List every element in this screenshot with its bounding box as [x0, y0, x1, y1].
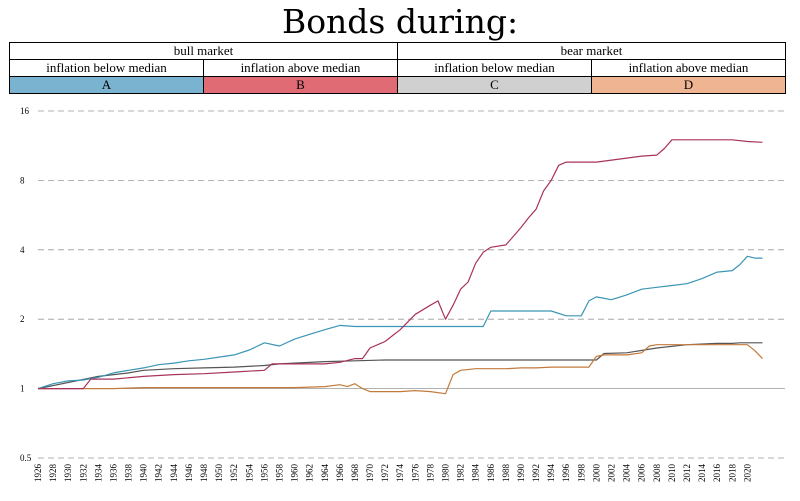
x-tick-label: 1984 — [471, 464, 481, 483]
x-tick-label: 1930 — [63, 464, 73, 483]
x-tick-label: 1934 — [93, 464, 103, 483]
x-tick-label: 1932 — [78, 464, 88, 482]
series-b-line — [38, 139, 763, 390]
y-tick-label: 16 — [20, 106, 30, 116]
x-tick-label: 2016 — [712, 464, 722, 483]
x-tick-label: 1964 — [320, 464, 330, 483]
x-tick-label: 1992 — [531, 464, 541, 482]
x-tick-label: 2020 — [742, 464, 752, 483]
grid-layer — [38, 110, 785, 459]
x-tick-label: 1936 — [108, 464, 118, 483]
x-tick-label: 1998 — [576, 464, 586, 483]
x-tick-label: 2000 — [591, 464, 601, 483]
x-tick-label: 2002 — [607, 464, 617, 482]
x-tick-label: 1958 — [274, 464, 284, 483]
chart-title: Bonds during: — [281, 2, 519, 41]
x-tick-label: 1950 — [214, 464, 224, 483]
x-tick-label: 1982 — [456, 464, 466, 482]
y-tick-label: 8 — [20, 175, 25, 185]
series-layer — [37, 139, 763, 395]
x-tick-label: 2014 — [697, 464, 707, 483]
x-tick-label: 1966 — [335, 464, 345, 483]
x-tick-label: 1928 — [48, 464, 58, 483]
x-tick-label: 1952 — [229, 464, 239, 482]
x-tick-label: 1946 — [184, 464, 194, 483]
x-tick-label: 1970 — [365, 464, 375, 483]
x-tick-label: 1956 — [259, 464, 269, 483]
legend-sub-c: inflation below median — [397, 59, 592, 77]
legend-swatch-c: C — [397, 76, 592, 94]
legend-sub-d: inflation above median — [591, 59, 786, 77]
x-tick-label: 1980 — [441, 464, 451, 483]
x-tick-label: 1948 — [199, 464, 209, 483]
x-tick-label: 1942 — [154, 464, 164, 482]
y-tick-label: 1 — [20, 384, 25, 394]
x-tick-label: 1978 — [425, 464, 435, 483]
x-tick-label: 1944 — [169, 464, 179, 483]
x-tick-label: 1960 — [290, 464, 300, 483]
x-tick-label: 1986 — [486, 464, 496, 483]
x-tick-label: 2008 — [652, 464, 662, 483]
x-tick-label: 2006 — [637, 464, 647, 483]
x-tick-label: 1976 — [410, 464, 420, 483]
x-tick-label: 1968 — [350, 464, 360, 483]
x-tick-labels: 1926 1928 1930 1932 1934 1936 1938 1940 1942 1944… — [33, 464, 752, 483]
y-tick-label: 0.5 — [20, 453, 32, 463]
x-tick-label: 1996 — [561, 464, 571, 483]
y-tick-label: 4 — [20, 245, 25, 255]
series-d-line — [38, 344, 763, 395]
legend-swatch-a: A — [9, 76, 204, 94]
legend-swatch-b: B — [203, 76, 398, 94]
x-tick-label: 1994 — [546, 464, 556, 483]
x-tick-label: 2004 — [622, 464, 632, 483]
x-tick-label: 1974 — [395, 464, 405, 483]
x-tick-label: 1972 — [380, 464, 390, 482]
x-tick-label: 1990 — [516, 464, 526, 483]
legend-table: bull market bear market inflation below … — [9, 42, 786, 94]
x-tick-label: 1926 — [33, 464, 43, 483]
x-tick-label: 2012 — [682, 464, 692, 482]
x-tick-label: 2010 — [667, 464, 677, 483]
series-a-line — [37, 255, 763, 390]
y-tick-labels: 0.5 1 2 4 8 16 — [20, 106, 32, 463]
x-tick-label: 1940 — [139, 464, 149, 483]
series-c-line — [37, 342, 763, 390]
legend-swatch-d: D — [591, 76, 786, 94]
x-tick-label: 1988 — [501, 464, 511, 483]
x-tick-label: 1938 — [124, 464, 134, 483]
x-tick-label: 2018 — [727, 464, 737, 483]
y-tick-label: 2 — [20, 314, 25, 324]
x-tick-label: 1962 — [305, 464, 315, 482]
x-tick-label: 1954 — [244, 464, 254, 483]
